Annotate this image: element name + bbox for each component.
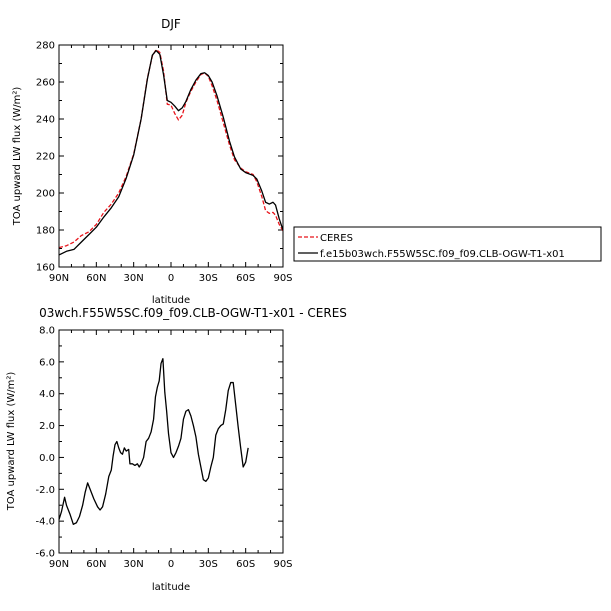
bottom-x-tick-label: 0: [168, 559, 174, 570]
bottom-y-tick-label: -6.0: [35, 549, 55, 560]
top-plot-frame: [58, 44, 284, 268]
top-axes: 90N 60N 30N 0 30S 60S 90S 160 180 200 220 240 260 280: [36, 41, 293, 285]
bottom-y-tick-label: 4.0: [39, 389, 55, 400]
bottom-x-tick-label: 30S: [199, 559, 218, 570]
top-x-tick-label: 30N: [124, 273, 144, 284]
bottom-plot-frame: [58, 329, 284, 554]
legend: CERES f.e15b03wch.F55W5SC.f09_f09.CLB-OG…: [293, 226, 602, 262]
top-x-tick-label: 90S: [273, 273, 292, 284]
bottom-x-tick-label: 90S: [273, 559, 292, 570]
bottom-panel-title: 03wch.F55W5SC.f09_f09.CLB-OGW-T1-x01 - C…: [39, 306, 347, 320]
bottom-y-tick-label: 2.0: [39, 421, 55, 432]
top-y-tick-label: 260: [36, 78, 55, 89]
bottom-series-group: [58, 358, 249, 525]
bottom-x-tick-label: 60N: [86, 559, 106, 570]
top-series-line-1: [58, 49, 284, 256]
legend-box: [293, 226, 602, 262]
top-series-group: [58, 48, 284, 256]
bottom-y-tick-label: -2.0: [35, 485, 55, 496]
top-panel: DJF 90N 60N 30N 0 30S 60S 90S 160 180 200 220 240 26…: [12, 17, 293, 306]
bottom-y-tick-label: 0.0: [39, 453, 55, 464]
top-y-tick-label: 280: [36, 41, 55, 52]
top-x-tick-label: 30S: [199, 273, 218, 284]
bottom-y-tick-label: -4.0: [35, 517, 55, 528]
bottom-series-line-0: [58, 358, 249, 525]
bottom-y-tick-label: 8.0: [39, 326, 55, 337]
top-x-tick-label: 0: [168, 273, 174, 284]
legend-label-model: f.e15b03wch.F55W5SC.f09_f09.CLB-OGW-T1-x…: [320, 249, 565, 260]
bottom-axes: 90N 60N 30N 0 30S 60S 90S -6.0 -4.0 -2.0 0.0 2.0 4.0…: [35, 326, 292, 571]
top-y-tick-label: 240: [36, 115, 55, 126]
top-x-axis-label: latitude: [152, 295, 190, 306]
bottom-x-tick-label: 30N: [124, 559, 144, 570]
bottom-x-tick-label: 60S: [236, 559, 255, 570]
top-y-tick-label: 160: [36, 263, 55, 274]
top-y-tick-label: 220: [36, 152, 55, 163]
top-panel-title: DJF: [161, 17, 181, 31]
bottom-panel: 03wch.F55W5SC.f09_f09.CLB-OGW-T1-x01 - C…: [6, 306, 347, 593]
top-y-tick-label: 200: [36, 189, 55, 200]
bottom-y-axis-label: TOA upward LW flux (W/m²): [6, 372, 17, 512]
top-x-tick-label: 90N: [49, 273, 69, 284]
top-x-tick-label: 60S: [236, 273, 255, 284]
top-series-line-0: [58, 48, 284, 249]
top-y-axis-label: TOA upward LW flux (W/m²): [12, 87, 23, 227]
top-y-tick-label: 180: [36, 226, 55, 237]
bottom-x-axis-label: latitude: [152, 582, 190, 593]
bottom-y-tick-label: 6.0: [39, 357, 55, 368]
top-x-tick-label: 60N: [86, 273, 106, 284]
legend-label-ceres: CERES: [320, 233, 353, 244]
bottom-x-tick-label: 90N: [49, 559, 69, 570]
